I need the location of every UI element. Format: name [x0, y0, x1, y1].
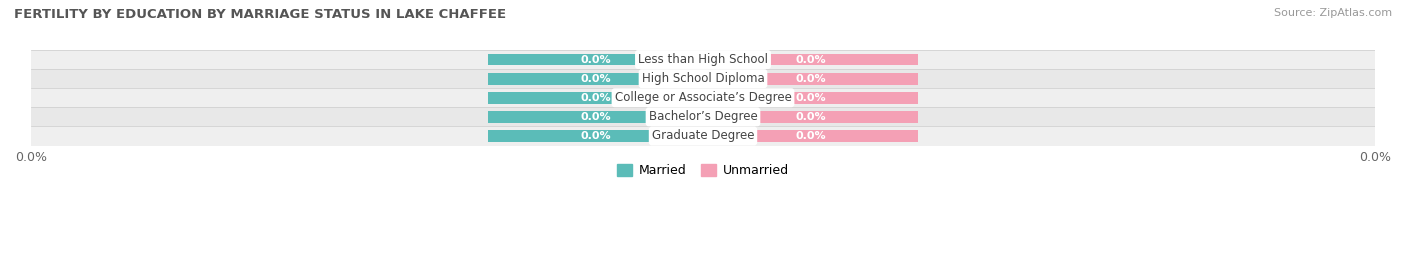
- Text: 0.0%: 0.0%: [796, 112, 825, 122]
- Text: Source: ZipAtlas.com: Source: ZipAtlas.com: [1274, 8, 1392, 18]
- Text: Bachelor’s Degree: Bachelor’s Degree: [648, 110, 758, 123]
- Text: High School Diploma: High School Diploma: [641, 72, 765, 85]
- Bar: [703, 130, 918, 142]
- Bar: [488, 92, 703, 104]
- Bar: [488, 111, 703, 123]
- Text: 0.0%: 0.0%: [581, 93, 610, 103]
- Text: Graduate Degree: Graduate Degree: [652, 129, 754, 143]
- Text: Less than High School: Less than High School: [638, 53, 768, 66]
- Bar: [31, 107, 1375, 126]
- Text: 0.0%: 0.0%: [581, 55, 610, 65]
- Bar: [488, 130, 703, 142]
- Text: 0.0%: 0.0%: [581, 112, 610, 122]
- Text: FERTILITY BY EDUCATION BY MARRIAGE STATUS IN LAKE CHAFFEE: FERTILITY BY EDUCATION BY MARRIAGE STATU…: [14, 8, 506, 21]
- Bar: [31, 88, 1375, 107]
- Bar: [31, 126, 1375, 146]
- Bar: [703, 111, 918, 123]
- Bar: [31, 50, 1375, 69]
- Text: 0.0%: 0.0%: [796, 93, 825, 103]
- Bar: [488, 54, 703, 65]
- Bar: [703, 73, 918, 84]
- Text: 0.0%: 0.0%: [796, 131, 825, 141]
- Text: 0.0%: 0.0%: [796, 74, 825, 84]
- Text: 0.0%: 0.0%: [581, 74, 610, 84]
- Text: 0.0%: 0.0%: [581, 131, 610, 141]
- Bar: [488, 73, 703, 84]
- Text: 0.0%: 0.0%: [796, 55, 825, 65]
- Bar: [31, 69, 1375, 88]
- Bar: [703, 54, 918, 65]
- Bar: [703, 92, 918, 104]
- Legend: Married, Unmarried: Married, Unmarried: [612, 159, 794, 182]
- Text: College or Associate’s Degree: College or Associate’s Degree: [614, 91, 792, 104]
